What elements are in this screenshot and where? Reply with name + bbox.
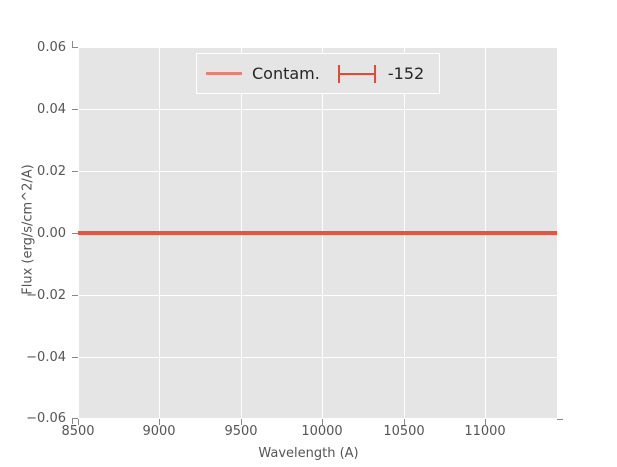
legend-entry-contam[interactable]: Contam.: [197, 54, 320, 93]
legend-errorbar-sample-icon: [337, 64, 376, 84]
xtick-mark-end: [557, 419, 563, 420]
ytick-mark: [72, 233, 78, 234]
ytick-mark: [72, 295, 78, 296]
data-series-contam: [78, 231, 557, 235]
plot-area: [78, 47, 557, 419]
axis-corner-stub-top: [72, 47, 78, 48]
x-axis-label: Wavelength (A): [258, 446, 359, 461]
errorbar-cap-right-icon: [373, 64, 376, 83]
chart-legend: Contam. -152: [196, 53, 440, 94]
ytick-label-3: 0.00: [37, 226, 66, 241]
xtick-label-5: 11000: [464, 424, 506, 439]
xtick-mark: [241, 419, 242, 425]
xtick-label-4: 10500: [383, 424, 425, 439]
legend-entry-errorbar[interactable]: -152: [320, 54, 424, 93]
ytick-label-0: 0.06: [37, 40, 66, 55]
gridline-horizontal: [78, 47, 557, 48]
xtick-label-2: 9500: [224, 424, 258, 439]
axis-corner-stub-bottom-v: [72, 418, 73, 424]
gridline-horizontal: [78, 418, 557, 419]
ytick-mark: [72, 171, 78, 172]
ytick-mark: [72, 109, 78, 110]
xtick-label-1: 9000: [142, 424, 176, 439]
y-axis-label: Flux (erg/s/cm^2/A): [20, 164, 36, 295]
gridline-horizontal: [78, 295, 557, 296]
gridline-horizontal: [78, 357, 557, 358]
gridline-horizontal: [78, 171, 557, 172]
axis-corner-stub-bottom: [72, 418, 78, 419]
ytick-label-2: 0.02: [37, 164, 66, 179]
ytick-label-5: −0.04: [26, 350, 66, 365]
xtick-mark: [159, 419, 160, 425]
xtick-label-0: 8500: [61, 424, 95, 439]
legend-label-errorbar: -152: [387, 64, 425, 83]
xtick-mark: [404, 419, 405, 425]
errorbar-bar-icon: [338, 72, 375, 75]
xtick-mark: [485, 419, 486, 425]
ytick-label-4: −0.02: [26, 288, 66, 303]
gridline-horizontal: [78, 109, 557, 110]
xtick-label-3: 10000: [301, 424, 343, 439]
xtick-mark: [78, 419, 79, 425]
xtick-mark: [322, 419, 323, 425]
axis-corner-stub-top-v: [72, 41, 73, 47]
legend-label-contam: Contam.: [252, 64, 320, 83]
ytick-label-6: −0.06: [26, 411, 66, 426]
legend-line-sample-icon: [206, 72, 242, 75]
ytick-mark: [72, 357, 78, 358]
ytick-label-1: 0.04: [37, 102, 66, 117]
